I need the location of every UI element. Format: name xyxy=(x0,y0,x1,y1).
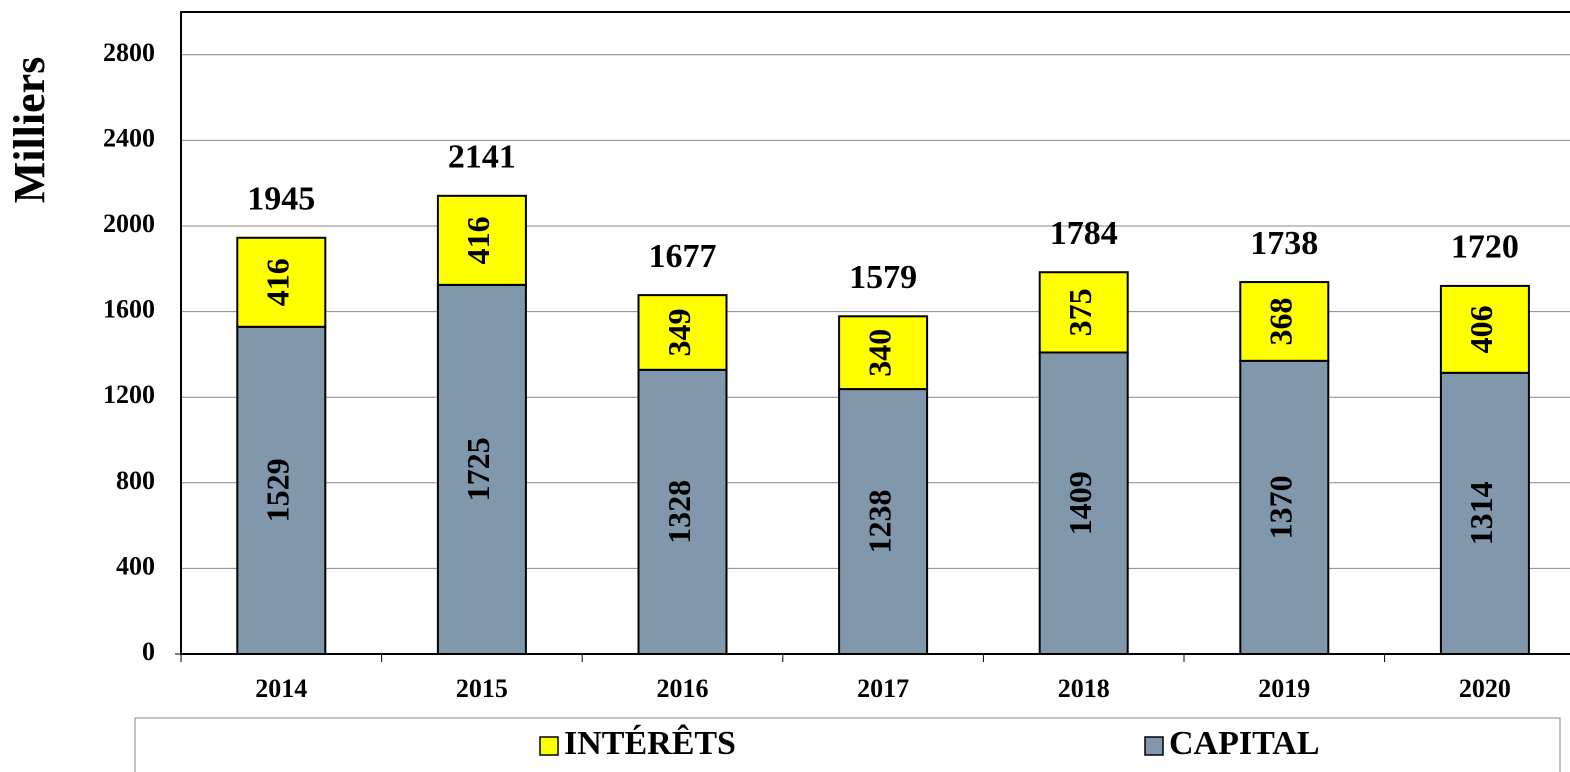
legend-label: CAPITAL xyxy=(1169,725,1320,762)
data-label: 1314 xyxy=(1463,481,1499,545)
bar-segment xyxy=(637,294,728,371)
legend-label: INTÉRÊTS xyxy=(564,724,736,762)
y-tick-label: 2800 xyxy=(103,38,155,67)
bar-segment xyxy=(637,368,728,655)
total-label: 1677 xyxy=(649,238,717,275)
y-tick-label: 0 xyxy=(142,637,155,666)
data-label: 416 xyxy=(260,258,296,306)
data-label: 1328 xyxy=(661,480,697,544)
data-label: 349 xyxy=(661,308,697,356)
data-label: 1725 xyxy=(460,437,496,501)
total-label: 1579 xyxy=(849,259,917,296)
legend-box xyxy=(134,717,1561,772)
x-tick-label: 2016 xyxy=(657,674,709,703)
y-tick-label: 1200 xyxy=(103,380,155,409)
bar-segment xyxy=(436,194,527,286)
bar-segment xyxy=(236,325,327,655)
bar-segment xyxy=(838,315,929,391)
x-tick-label: 2017 xyxy=(857,674,909,703)
y-tick-label: 1600 xyxy=(103,295,155,324)
legend-swatch xyxy=(1144,736,1164,756)
bar-segment xyxy=(1038,271,1129,354)
y-tick-label: 2000 xyxy=(103,209,155,238)
bar-segment xyxy=(436,283,527,655)
data-label: 1238 xyxy=(861,490,897,554)
x-tick-label: 2020 xyxy=(1459,674,1511,703)
total-label: 1784 xyxy=(1050,215,1118,252)
bar-segment xyxy=(1439,284,1530,374)
data-label: 416 xyxy=(460,216,496,264)
bar-segment xyxy=(1239,359,1330,655)
bar-segment xyxy=(1038,351,1129,655)
data-label: 368 xyxy=(1263,297,1299,345)
total-label: 2141 xyxy=(448,139,516,176)
bar-segment xyxy=(1239,281,1330,362)
total-label: 1720 xyxy=(1451,229,1519,266)
data-label: 1370 xyxy=(1263,475,1299,539)
x-tick-label: 2019 xyxy=(1258,674,1310,703)
x-tick-label: 2015 xyxy=(456,674,508,703)
x-tick-label: 2018 xyxy=(1058,674,1110,703)
y-tick-label: 2400 xyxy=(103,123,155,152)
data-label: 340 xyxy=(861,329,897,377)
x-tick-label: 2014 xyxy=(255,674,307,703)
data-label: 375 xyxy=(1062,288,1098,336)
legend-swatch xyxy=(539,736,559,756)
total-label: 1945 xyxy=(247,181,315,218)
y-tick-label: 400 xyxy=(116,551,155,580)
data-label: 1529 xyxy=(260,458,296,522)
data-label: 406 xyxy=(1463,305,1499,353)
y-tick-label: 800 xyxy=(116,466,155,495)
total-label: 1738 xyxy=(1250,225,1318,262)
y-axis-label: Milliers xyxy=(5,57,54,204)
bar-segment xyxy=(236,236,327,328)
bar-segment xyxy=(1439,371,1530,655)
data-label: 1409 xyxy=(1062,471,1098,535)
